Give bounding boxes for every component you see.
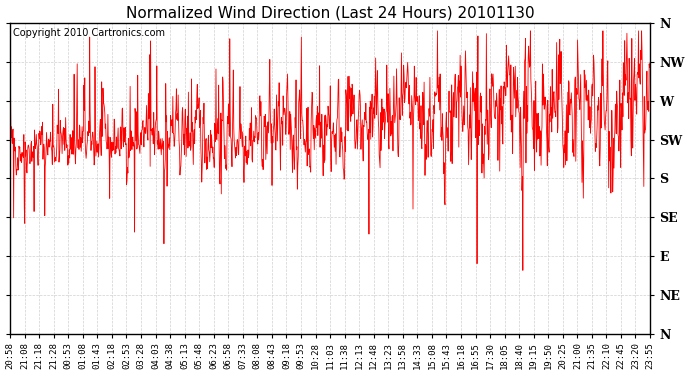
Text: Copyright 2010 Cartronics.com: Copyright 2010 Cartronics.com — [13, 28, 166, 38]
Title: Normalized Wind Direction (Last 24 Hours) 20101130: Normalized Wind Direction (Last 24 Hours… — [126, 6, 534, 21]
